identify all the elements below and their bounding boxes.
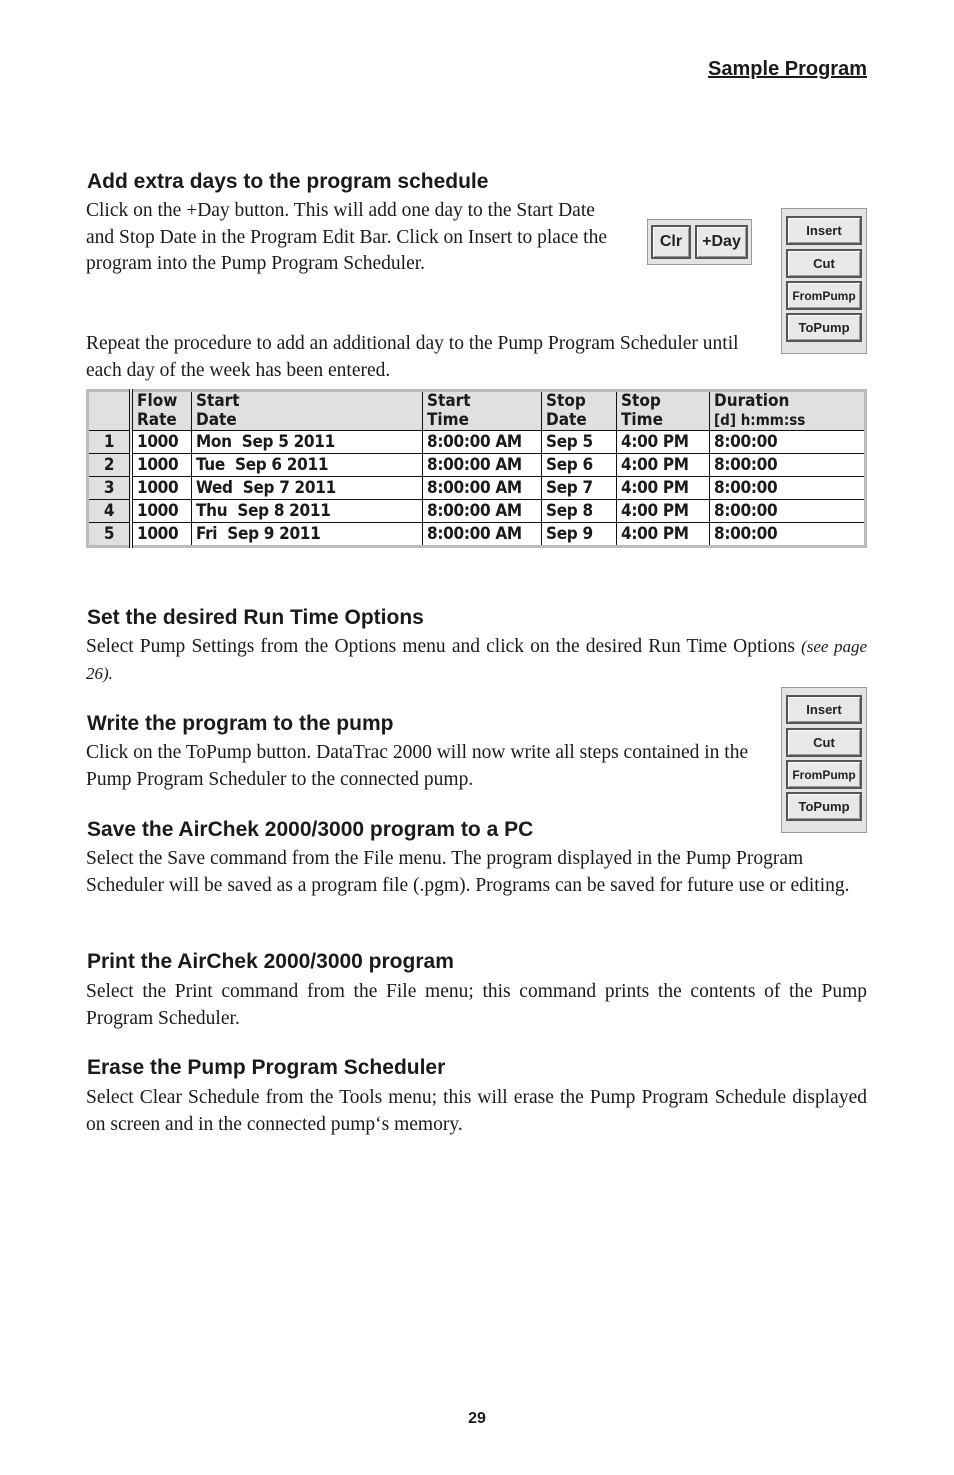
- table-cell[interactable]: Sep 7: [541, 476, 617, 500]
- col-stop-time: Stop Time: [616, 390, 710, 431]
- col-start-time: Start Time: [422, 390, 542, 431]
- header-line: Start: [196, 391, 240, 411]
- table-cell[interactable]: Wed Sep 7 2011: [191, 476, 423, 500]
- row-number[interactable]: 1: [87, 430, 133, 454]
- col-duration: Duration [d] h:mm:ss: [709, 390, 866, 431]
- table-cell[interactable]: 8:00:00: [709, 522, 866, 547]
- table-cell[interactable]: Tue Sep 6 2011: [191, 453, 423, 477]
- table-cell[interactable]: Sep 5: [541, 430, 617, 454]
- heading-add-extra-days: Add extra days to the program schedule: [87, 170, 489, 193]
- frompump-button[interactable]: FromPump: [786, 760, 862, 789]
- paragraph-add-days: Click on the +Day button. This will add …: [86, 200, 607, 275]
- row-header-corner: [87, 390, 133, 431]
- table-row[interactable]: 2 1000 Tue Sep 6 2011 8:00:00 AM Sep 6 4:00 P…: [87, 453, 866, 477]
- header-line: [d] h:mm:ss: [714, 411, 806, 429]
- paragraph-print: Select the Print command from the File m…: [86, 981, 867, 1029]
- row-number[interactable]: 3: [87, 476, 133, 500]
- table-cell[interactable]: 8:00:00 AM: [422, 476, 542, 500]
- paragraph-erase: Select Clear Schedule from the Tools men…: [86, 1087, 867, 1135]
- paragraph-save: Select the Save command from the File me…: [86, 848, 850, 896]
- table-row[interactable]: 4 1000 Thu Sep 8 2011 8:00:00 AM Sep 8 4:00 P…: [87, 499, 866, 523]
- heading-erase-scheduler: Erase the Pump Program Scheduler: [87, 1056, 446, 1079]
- col-stop-date: Stop Date: [541, 390, 617, 431]
- scheduler-button-bar: Insert Cut FromPump ToPump: [781, 208, 867, 354]
- plus-day-button[interactable]: +Day: [695, 225, 748, 259]
- table-cell[interactable]: 1000: [130, 499, 192, 523]
- running-header: Sample Program: [708, 58, 867, 80]
- header-line: Start: [427, 391, 471, 411]
- table-cell[interactable]: 8:00:00: [709, 430, 866, 454]
- frompump-button[interactable]: FromPump: [786, 281, 862, 310]
- insert-button[interactable]: Insert: [786, 695, 862, 724]
- heading-run-time-options: Set the desired Run Time Options: [87, 606, 424, 629]
- cut-button[interactable]: Cut: [786, 728, 862, 757]
- table-row[interactable]: 3 1000 Wed Sep 7 2011 8:00:00 AM Sep 7 4:00 P…: [87, 476, 866, 500]
- paragraph-write: Click on the ToPump button. DataTrac 200…: [86, 742, 749, 790]
- header-line: Time: [621, 410, 663, 430]
- table-cell[interactable]: Sep 6: [541, 453, 617, 477]
- cut-button[interactable]: Cut: [786, 249, 862, 278]
- row-number[interactable]: 2: [87, 453, 133, 477]
- header-line: Duration: [714, 391, 790, 411]
- heading-save-program: Save the AirChek 2000/3000 program to a …: [87, 818, 534, 841]
- table-row[interactable]: 1 1000 Mon Sep 5 2011 8:00:00 AM Sep 5 4:00 P…: [87, 430, 866, 454]
- table-cell[interactable]: 8:00:00: [709, 499, 866, 523]
- insert-button[interactable]: Insert: [786, 216, 862, 245]
- clr-button[interactable]: Clr: [651, 225, 691, 259]
- table-cell[interactable]: 8:00:00 AM: [422, 499, 542, 523]
- table-cell[interactable]: 1000: [130, 476, 192, 500]
- header-line: Flow: [137, 391, 178, 411]
- page-number: 29: [468, 1410, 486, 1427]
- table-cell[interactable]: 1000: [130, 430, 192, 454]
- table-cell[interactable]: 1000: [130, 453, 192, 477]
- table-cell[interactable]: Fri Sep 9 2011: [191, 522, 423, 547]
- table-cell[interactable]: 1000: [130, 522, 192, 547]
- table-cell[interactable]: 8:00:00 AM: [422, 453, 542, 477]
- header-line: Stop: [546, 391, 586, 411]
- table-cell[interactable]: 8:00:00 AM: [422, 522, 542, 547]
- heading-print-program: Print the AirChek 2000/3000 program: [87, 950, 454, 973]
- topump-button[interactable]: ToPump: [786, 313, 862, 342]
- paragraph-repeat: Repeat the procedure to add an additiona…: [86, 333, 739, 381]
- scheduler-button-bar-2: Insert Cut FromPump ToPump: [781, 687, 867, 833]
- header-line: Rate: [137, 410, 177, 430]
- table-cell[interactable]: 4:00 PM: [616, 476, 710, 500]
- header-line: Time: [427, 410, 469, 430]
- table-cell[interactable]: 4:00 PM: [616, 430, 710, 454]
- table-cell[interactable]: 4:00 PM: [616, 453, 710, 477]
- row-number[interactable]: 4: [87, 499, 133, 523]
- header-line: Date: [196, 410, 237, 430]
- paragraph-run-time: Select Pump Settings from the Options me…: [86, 634, 867, 687]
- heading-write-program: Write the program to the pump: [87, 712, 394, 735]
- header-line: Date: [546, 410, 587, 430]
- table-header-row: Flow Rate Start Date Start Time Stop Date St…: [87, 390, 866, 431]
- topump-button[interactable]: ToPump: [786, 792, 862, 821]
- table-cell[interactable]: Sep 8: [541, 499, 617, 523]
- header-line: Stop: [621, 391, 661, 411]
- table-cell[interactable]: Thu Sep 8 2011: [191, 499, 423, 523]
- table-row[interactable]: 5 1000 Fri Sep 9 2011 8:00:00 AM Sep 9 4:00 P…: [87, 522, 866, 547]
- pump-program-scheduler-table: Flow Rate Start Date Start Time Stop Date St…: [86, 389, 867, 548]
- table-cell[interactable]: Mon Sep 5 2011: [191, 430, 423, 454]
- table-cell[interactable]: 8:00:00 AM: [422, 430, 542, 454]
- page-reference: (see page 26).: [86, 637, 867, 683]
- table-cell[interactable]: Sep 9: [541, 522, 617, 547]
- program-edit-bar: Clr +Day: [647, 219, 752, 265]
- row-number[interactable]: 5: [87, 522, 133, 547]
- table-cell[interactable]: 4:00 PM: [616, 522, 710, 547]
- table-cell[interactable]: 8:00:00: [709, 453, 866, 477]
- paragraph-text: Select Pump Settings from the Options me…: [86, 636, 795, 657]
- table-cell[interactable]: 8:00:00: [709, 476, 866, 500]
- table-cell[interactable]: 4:00 PM: [616, 499, 710, 523]
- col-start-date: Start Date: [191, 390, 423, 431]
- col-flow-rate: Flow Rate: [130, 390, 192, 431]
